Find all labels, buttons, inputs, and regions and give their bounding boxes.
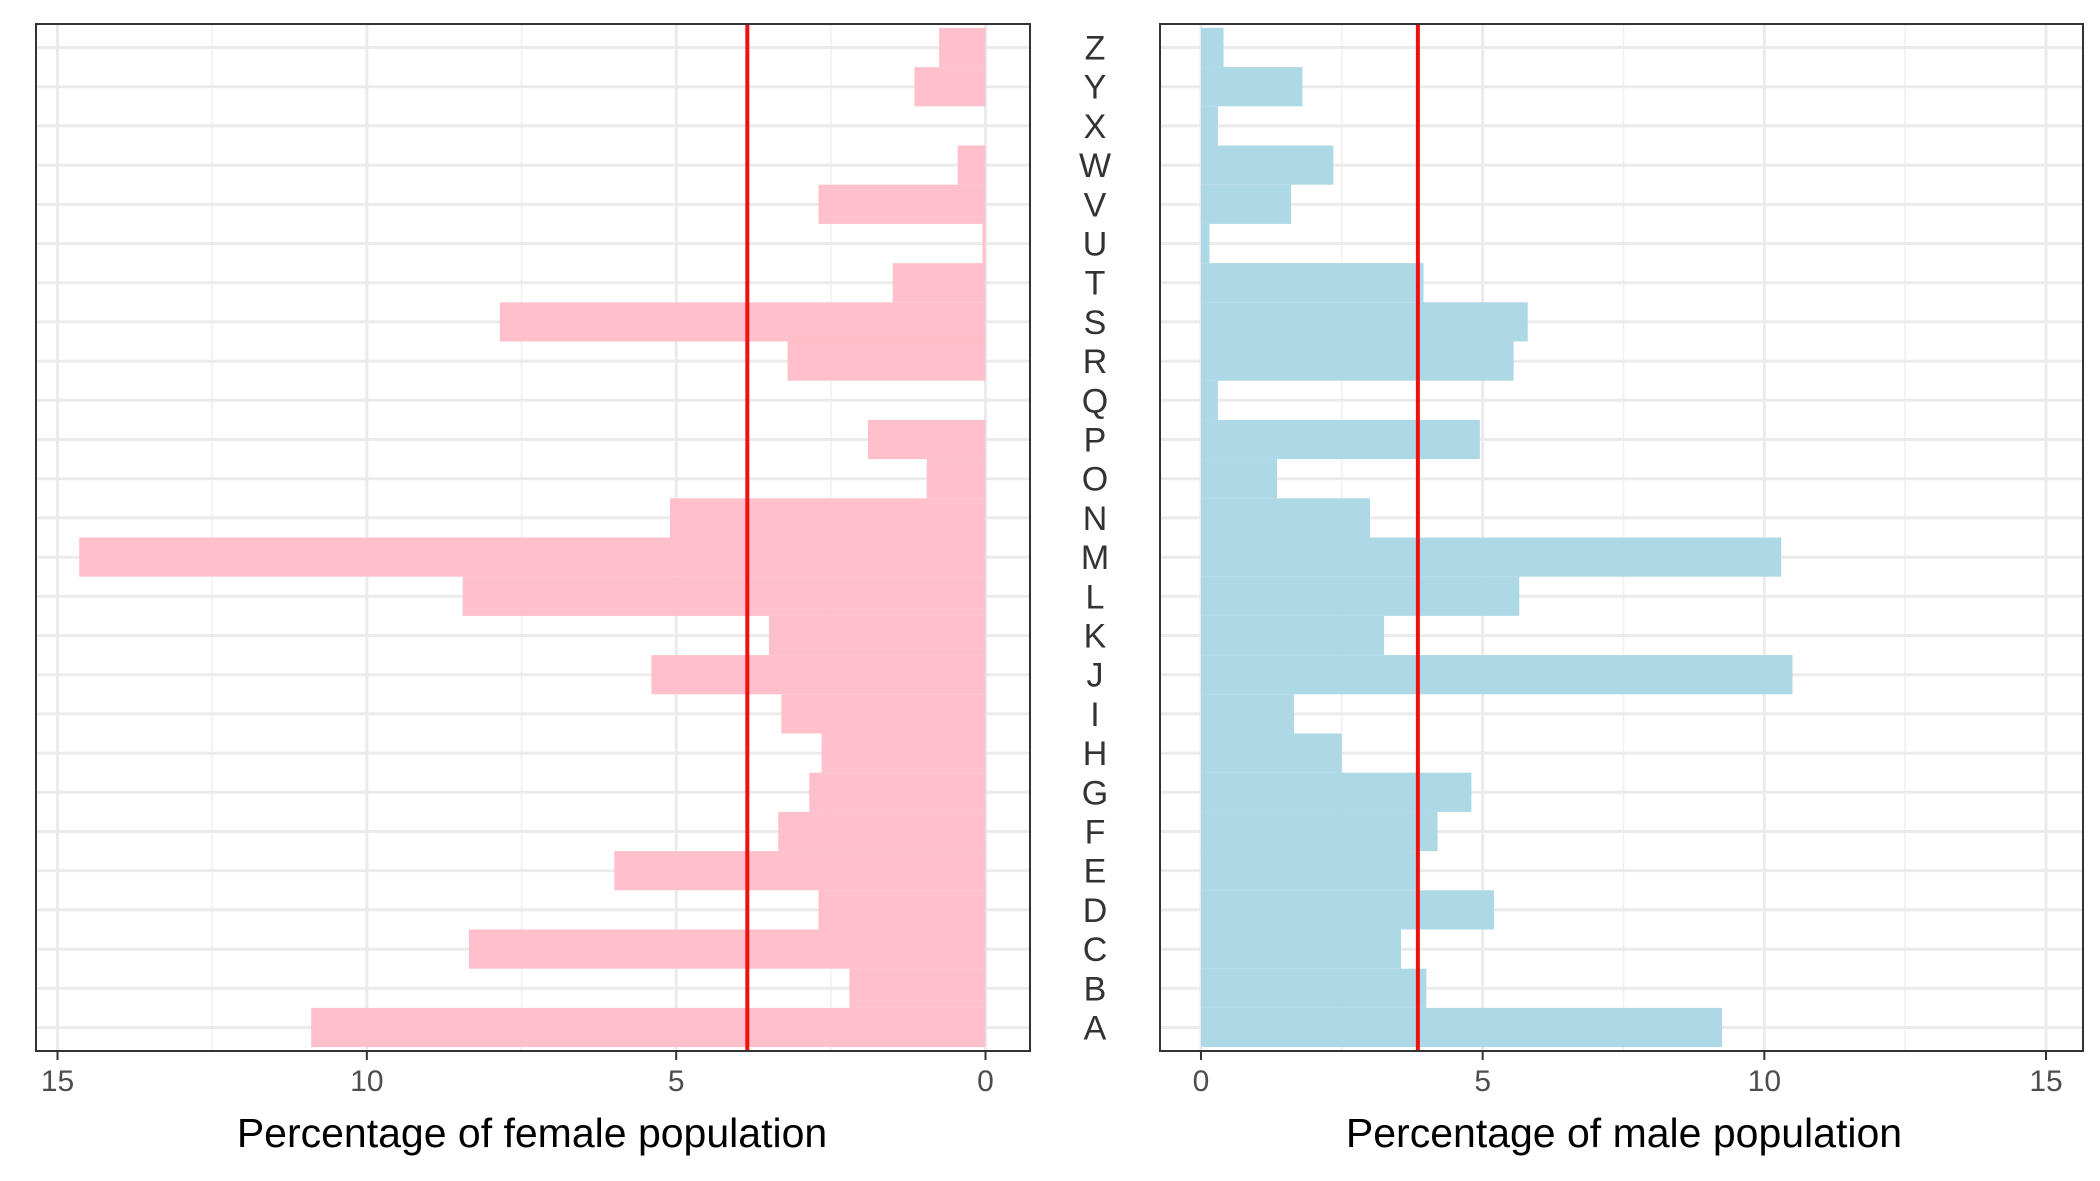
male-bar-E (1201, 851, 1418, 891)
female-bar-E (614, 851, 986, 891)
category-label-R: R (1083, 343, 1108, 381)
category-label-B: B (1084, 970, 1107, 1008)
category-label-U: U (1083, 226, 1108, 264)
category-label-N: N (1083, 500, 1108, 538)
male-bar-A (1201, 1007, 1723, 1048)
female-bar-O (926, 459, 986, 499)
female-x-tick-label: 5 (668, 1065, 685, 1098)
female-bar-L (462, 576, 986, 616)
male-bar-D (1201, 890, 1494, 930)
category-label-W: W (1079, 147, 1111, 185)
category-label-D: D (1083, 892, 1108, 930)
female-bar-C (468, 929, 986, 969)
category-label-K: K (1084, 617, 1107, 655)
male-bar-L (1201, 576, 1520, 616)
female-bar-G (809, 772, 986, 812)
female-axis-title: Percentage of female population (237, 1110, 827, 1156)
female-bar-B (849, 968, 986, 1008)
category-label-L: L (1086, 578, 1105, 616)
male-panel-border (1159, 23, 2084, 1052)
male-x-tick-label: 10 (1748, 1065, 1781, 1098)
female-bar-Z (939, 27, 986, 68)
male-bar-N (1201, 498, 1370, 538)
category-label-P: P (1084, 422, 1107, 460)
male-bar-H (1201, 733, 1342, 773)
male-bar-X (1201, 106, 1218, 146)
male-bar-V (1201, 184, 1292, 224)
category-label-G: G (1082, 774, 1108, 812)
category-label-H: H (1083, 735, 1108, 773)
male-bar-C (1201, 929, 1401, 969)
female-bar-D (818, 890, 986, 930)
male-x-tick-label: 0 (1193, 1065, 1210, 1098)
male-bar-I (1201, 694, 1294, 734)
male-bar-K (1201, 615, 1385, 656)
female-bar-N (669, 498, 986, 538)
male-x-tick-label: 5 (1474, 1065, 1491, 1098)
male-bar-B (1201, 968, 1427, 1008)
category-label-Q: Q (1082, 382, 1108, 420)
female-bar-R (787, 341, 986, 381)
male-bar-U (1201, 223, 1210, 264)
category-label-Z: Z (1085, 30, 1106, 68)
female-x-tick-label: 10 (350, 1065, 383, 1098)
category-label-T: T (1085, 265, 1106, 303)
female-bar-V (818, 184, 986, 224)
female-bar-K (768, 615, 986, 656)
male-x-tick-label: 15 (2029, 1065, 2062, 1098)
category-label-A: A (1084, 1009, 1107, 1047)
female-bar-S (499, 302, 986, 342)
male-bar-F (1201, 811, 1438, 852)
category-label-C: C (1083, 931, 1108, 969)
female-bar-I (781, 694, 986, 734)
male-bar-O (1201, 459, 1278, 499)
male-bar-Y (1201, 67, 1303, 107)
female-bar-Y (914, 67, 986, 107)
category-label-M: M (1081, 539, 1109, 577)
male-bar-P (1201, 419, 1480, 460)
male-bar-W (1201, 145, 1334, 185)
category-label-V: V (1084, 186, 1107, 224)
male-bar-S (1201, 302, 1528, 342)
male-bar-G (1201, 772, 1472, 812)
category-label-S: S (1084, 304, 1107, 342)
category-label-E: E (1084, 853, 1107, 891)
female-panel: 0 5 10 15 (35, 23, 1031, 1098)
female-bar-U (982, 223, 986, 264)
female-panel-border (35, 23, 1031, 1052)
male-bar-T (1201, 263, 1424, 303)
category-label-I: I (1090, 696, 1099, 734)
male-bar-M (1201, 537, 1782, 577)
category-label-Y: Y (1084, 69, 1107, 107)
female-bar-M (79, 537, 986, 577)
male-bar-Q (1201, 380, 1218, 420)
male-axis-title: Percentage of male population (1346, 1110, 1902, 1156)
female-bar-H (821, 733, 986, 773)
female-bar-F (778, 811, 986, 852)
male-bar-Z (1201, 27, 1224, 68)
category-label-J: J (1087, 657, 1104, 695)
female-x-tick-label: 0 (977, 1065, 994, 1098)
female-bar-P (867, 419, 986, 460)
female-bar-A (311, 1007, 986, 1048)
female-bar-T (892, 263, 986, 303)
category-label-X: X (1084, 108, 1107, 146)
female-x-tick-label: 15 (41, 1065, 74, 1098)
male-bar-J (1201, 655, 1793, 695)
male-bar-R (1201, 341, 1514, 381)
category-label-O: O (1082, 461, 1108, 499)
female-bar-J (651, 655, 986, 695)
female-bar-W (957, 145, 986, 185)
male-panel: 0 5 10 15 (1159, 23, 2084, 1098)
category-label-F: F (1085, 813, 1106, 851)
